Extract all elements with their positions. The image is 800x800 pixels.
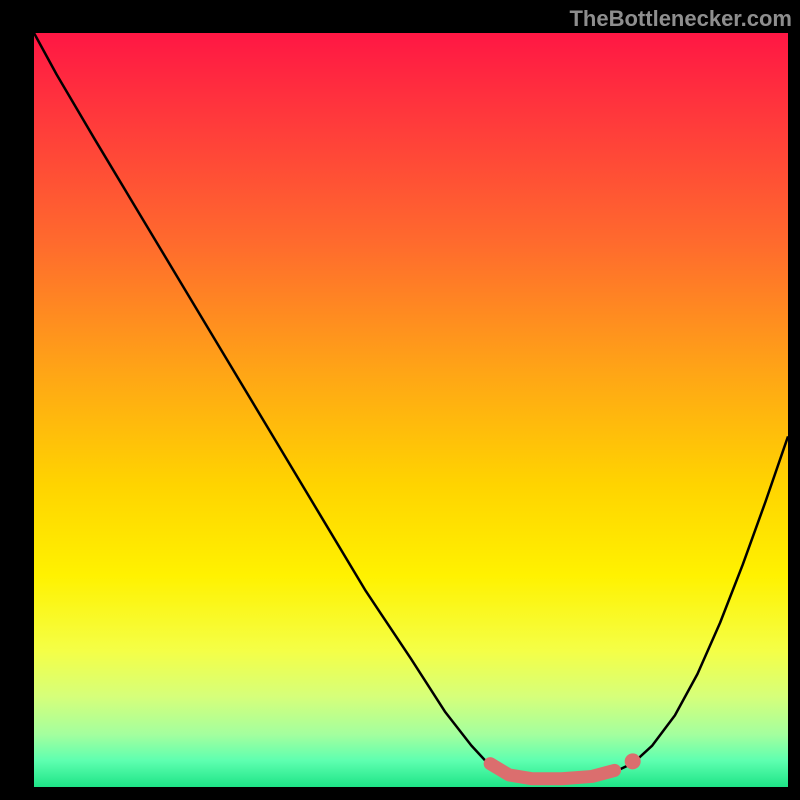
watermark-label: TheBottlenecker.com [569,6,792,32]
optimal-range-end-marker [625,753,641,769]
optimal-range-band [490,764,614,779]
plot-area [34,33,788,787]
chart-container: TheBottlenecker.com [0,0,800,800]
highlight-layer [34,33,788,787]
